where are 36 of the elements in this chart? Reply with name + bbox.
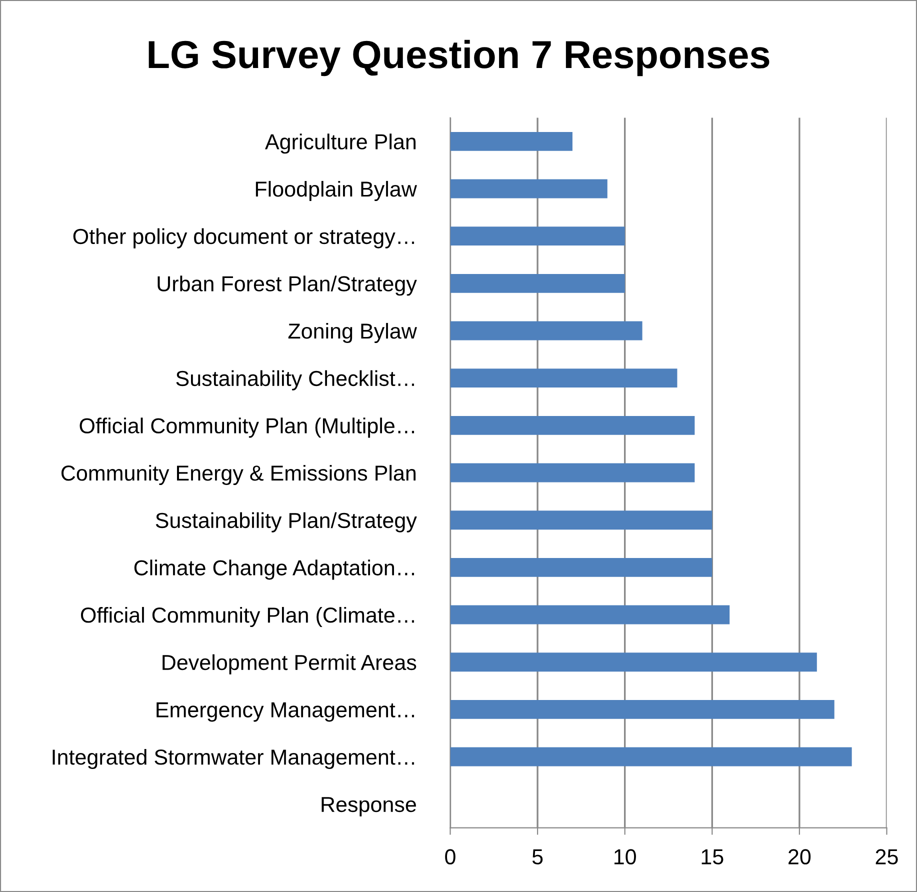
bar	[450, 510, 712, 530]
y-tick-label: Development Permit Areas	[162, 654, 416, 674]
y-tick-label: Climate Change Adaptation…	[134, 560, 414, 580]
x-tick-label: 10	[614, 849, 636, 864]
y-tick-label: Sustainability Plan/Strategy	[156, 512, 417, 532]
x-tick-label: 0	[445, 849, 456, 864]
bar	[450, 700, 834, 719]
bar	[450, 605, 730, 624]
bar	[450, 463, 695, 482]
y-tick-label: Community Energy & Emissions Plan	[61, 464, 416, 486]
bar	[450, 274, 625, 293]
bar	[450, 652, 817, 672]
x-tick-label: 20	[788, 849, 811, 864]
y-tick-label: Official Community Plan (Multiple…	[80, 418, 414, 438]
bar	[450, 226, 625, 246]
y-tick-label: Response	[322, 797, 416, 816]
y-tick-label: Sustainability Checklist…	[176, 370, 414, 390]
y-tick-label: Zoning Bylaw	[288, 322, 417, 344]
y-tick-label: Emergency Management…	[156, 702, 414, 722]
y-tick-label: Floodplain Bylaw	[256, 180, 417, 202]
y-tick-label: Agriculture Plan	[265, 134, 416, 154]
bar	[450, 747, 852, 766]
x-tick-label: 15	[702, 849, 724, 864]
y-tick-label: Urban Forest Plan/Strategy	[158, 276, 417, 296]
x-tick-label: 5	[532, 849, 543, 864]
bar	[450, 558, 712, 577]
bar	[450, 416, 695, 435]
x-tick-label: 25	[876, 849, 898, 864]
y-tick-label: Official Community Plan (Climate…	[80, 606, 414, 628]
bar	[450, 368, 678, 388]
bar	[450, 321, 642, 340]
y-tick-label: Other policy document or strategy…	[73, 228, 414, 248]
y-tick-label: Integrated Stormwater Management…	[52, 748, 414, 770]
bar	[450, 179, 608, 198]
chart-title: LG Survey Question 7 Responses	[148, 40, 770, 76]
bar	[450, 132, 572, 151]
